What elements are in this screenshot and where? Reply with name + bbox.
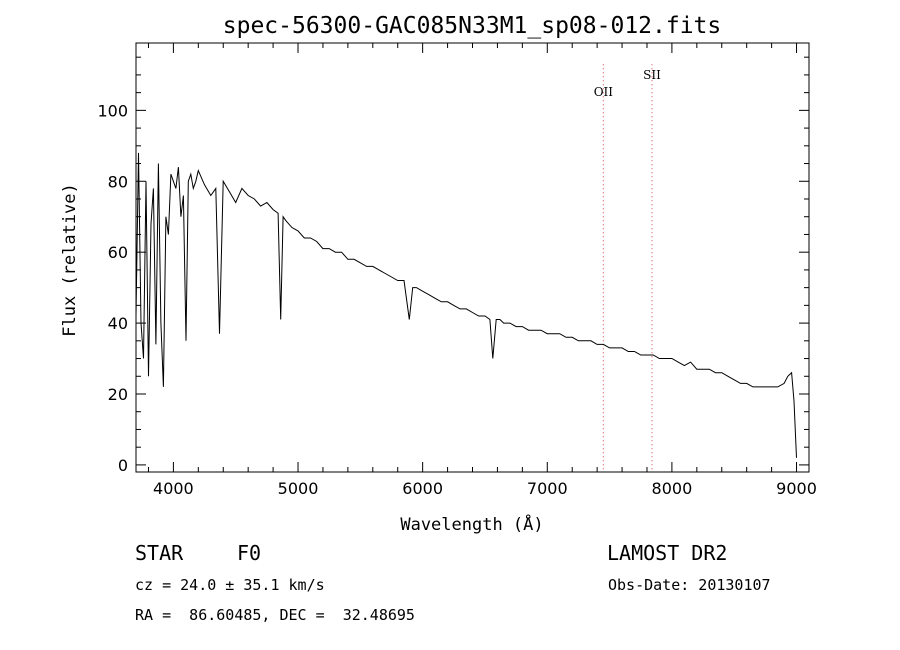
chart-title: spec-56300-GAC085N33M1_sp08-012.fits bbox=[223, 13, 722, 39]
coordinates-text: RA = 86.60485, DEC = 32.48695 bbox=[135, 606, 415, 624]
object-subclass: F0 bbox=[237, 541, 262, 565]
line-label-sii: SII bbox=[643, 68, 661, 82]
x-tick-label: 8000 bbox=[652, 479, 693, 498]
x-tick-label: 9000 bbox=[776, 479, 817, 498]
line-label-oii: OII bbox=[594, 85, 614, 99]
y-tick-label: 100 bbox=[97, 101, 128, 120]
plot-area: 4000 5000 6000 7000 8000 9000 0 20 40 60 80 100 OII S… bbox=[97, 42, 817, 498]
survey-name: LAMOST DR2 bbox=[607, 541, 728, 565]
y-axis-label: Flux (relative) bbox=[60, 183, 80, 337]
spectrum-line bbox=[135, 152, 797, 458]
x-tick-label: 6000 bbox=[402, 479, 443, 498]
x-tick-label: 7000 bbox=[527, 479, 568, 498]
redshift-text: cz = 24.0 ± 35.1 km/s bbox=[135, 576, 325, 594]
y-tick-label: 20 bbox=[108, 385, 128, 404]
x-tick-label: 5000 bbox=[278, 479, 319, 498]
obs-date-text: Obs-Date: 20130107 bbox=[608, 576, 771, 594]
y-tick-label: 0 bbox=[118, 456, 128, 475]
plot-frame bbox=[135, 42, 810, 473]
y-tick-label: 80 bbox=[108, 172, 128, 191]
x-tick-label: 4000 bbox=[153, 479, 194, 498]
object-class: STAR bbox=[135, 541, 184, 565]
y-tick-label: 60 bbox=[108, 243, 128, 262]
spectrum-chart: spec-56300-GAC085N33M1_sp08-012.fits 400… bbox=[60, 13, 817, 535]
y-tick-label: 40 bbox=[108, 314, 128, 333]
x-axis-label: Wavelength (Å) bbox=[400, 513, 543, 535]
